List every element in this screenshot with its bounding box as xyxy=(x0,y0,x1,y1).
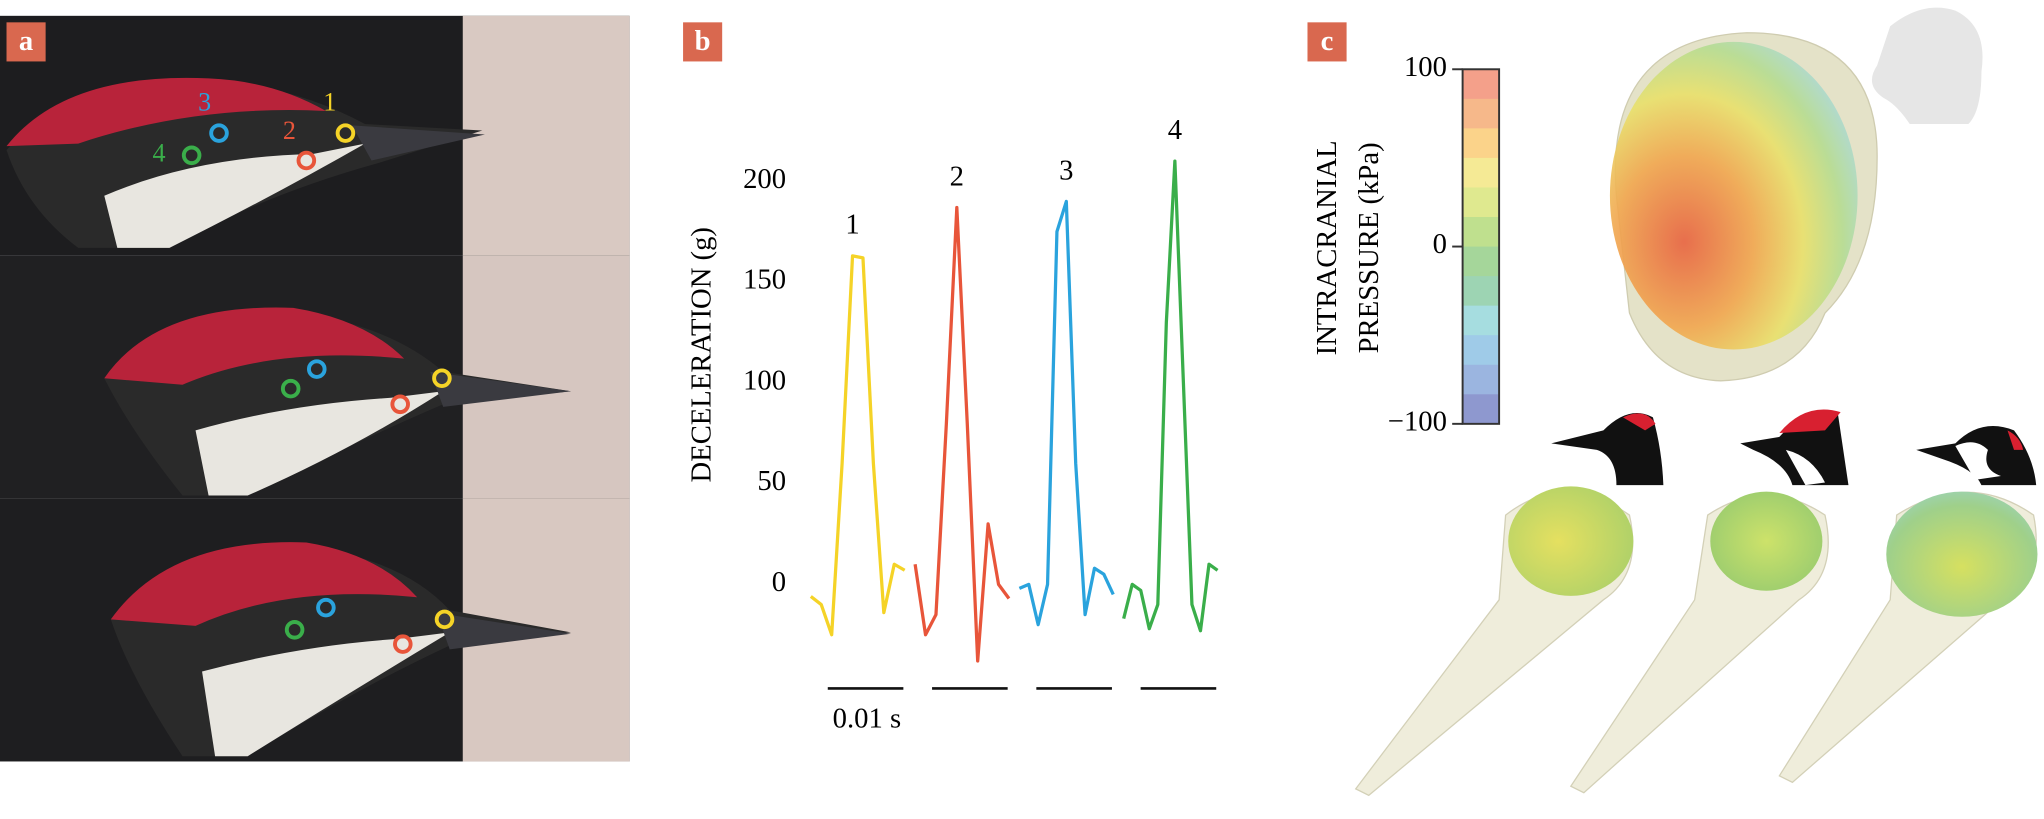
colorbar: INTRACRANIAL PRESSURE (kPa) 100 0 −100 xyxy=(1311,51,1501,437)
line-series xyxy=(913,205,1011,663)
colorbar-label: INTRACRANIAL xyxy=(1311,140,1343,355)
colorbar-band xyxy=(1462,276,1500,307)
bird-icon xyxy=(1551,409,2037,486)
photo-label: 1 xyxy=(323,87,336,116)
markers xyxy=(181,123,455,654)
colorbar-band xyxy=(1462,157,1500,189)
colorbar-band xyxy=(1462,305,1500,336)
colorbar-band xyxy=(1462,128,1500,159)
deceleration-chart: DECELERATION (g) 0.01 s 0 50 100 150 200 1 2 3 4 xyxy=(686,114,1219,735)
colorbar-band xyxy=(1462,246,1500,277)
photo xyxy=(0,498,630,762)
photo-label: 3 xyxy=(198,87,211,116)
photo xyxy=(0,15,630,256)
colorbar-band xyxy=(1462,394,1500,425)
colorbar-band xyxy=(1462,364,1500,395)
y-tick-label: 100 xyxy=(743,364,786,396)
peak-label: 3 xyxy=(1059,154,1073,186)
peak-label: 4 xyxy=(1168,114,1182,146)
colorbar-band xyxy=(1462,69,1500,100)
colorbar-band xyxy=(1462,187,1500,218)
colorbar-tick-label: 100 xyxy=(1404,51,1447,83)
colorbar-band xyxy=(1462,98,1500,130)
line-series xyxy=(1122,159,1219,633)
panel-label: a xyxy=(19,25,33,57)
peak-label: 1 xyxy=(845,209,859,241)
bird-skull xyxy=(1354,486,1634,797)
line-series xyxy=(809,254,906,637)
peak-label: 2 xyxy=(950,160,964,192)
y-tick-label: 50 xyxy=(757,465,786,497)
colorbar-band xyxy=(1462,217,1500,248)
photos: 1 2 3 4 xyxy=(0,15,630,762)
y-tick-label: 200 xyxy=(743,163,786,195)
colorbar-band xyxy=(1462,335,1500,366)
panel-label: b xyxy=(695,25,711,57)
bird-skull xyxy=(1569,491,1829,794)
colorbar-label: PRESSURE (kPa) xyxy=(1353,142,1385,353)
scale-bar-label: 0.01 s xyxy=(833,703,901,735)
photo-label: 4 xyxy=(153,138,166,167)
y-tick-label: 150 xyxy=(743,264,786,296)
skull-renderings xyxy=(1354,7,2038,797)
bird-skull xyxy=(1778,491,2038,784)
panel-letters: a b c xyxy=(6,22,1347,62)
colorbar-tick-label: −100 xyxy=(1388,405,1447,437)
y-tick-label: 0 xyxy=(772,566,786,598)
colorbar-tick-label: 0 xyxy=(1433,228,1447,260)
line-series xyxy=(1018,199,1115,627)
photo-label: 2 xyxy=(283,116,296,145)
y-axis-label: DECELERATION (g) xyxy=(686,227,718,482)
panel-label: c xyxy=(1321,25,1334,57)
